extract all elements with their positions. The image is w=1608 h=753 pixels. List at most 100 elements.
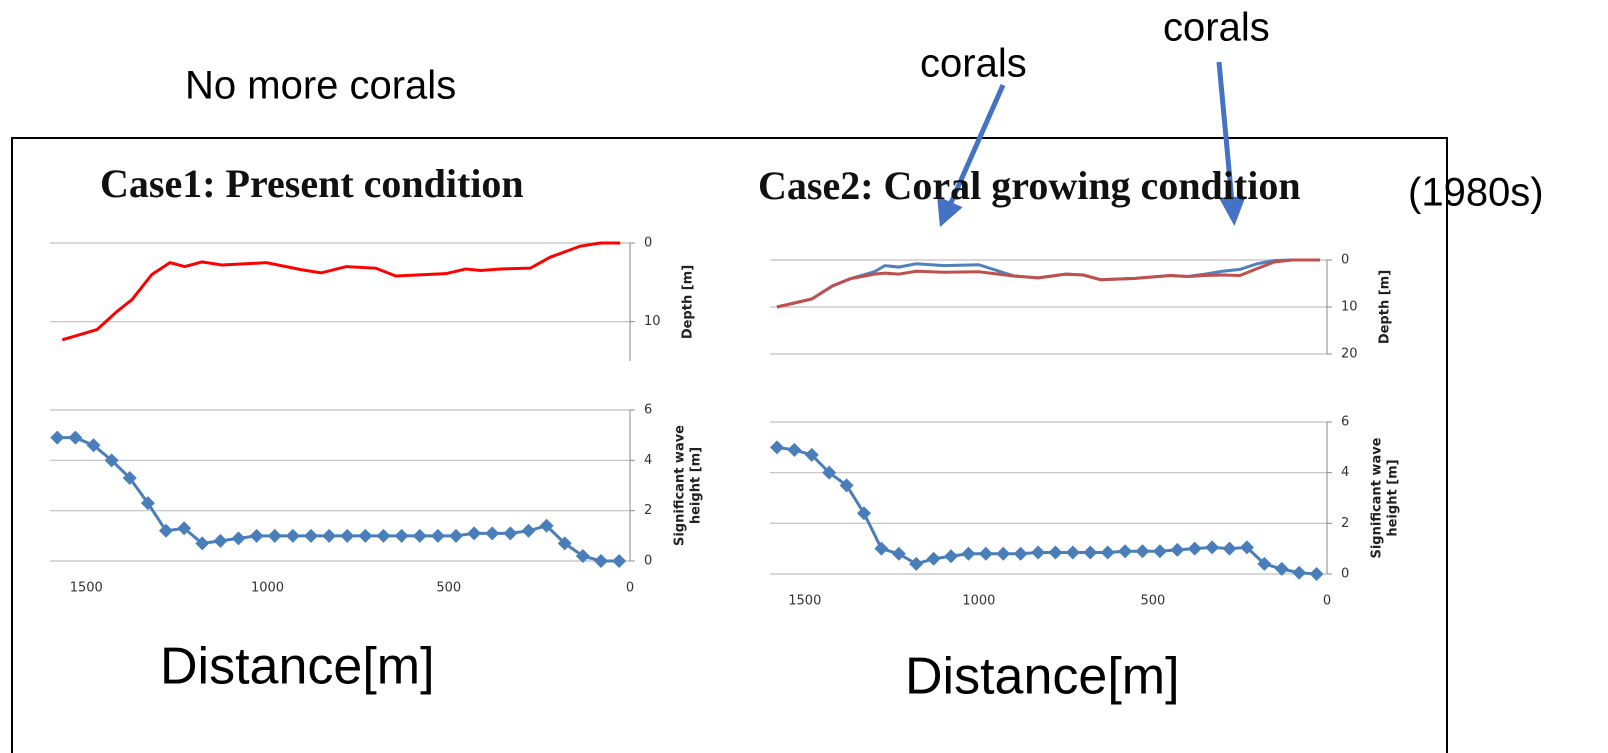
y-tick-label: 0 <box>644 554 652 569</box>
marker <box>804 447 819 462</box>
marker <box>978 546 993 561</box>
marker <box>394 528 409 543</box>
marker <box>1100 545 1115 560</box>
y-tick-label: 2 <box>644 503 652 518</box>
frame <box>11 137 1448 753</box>
marker <box>104 453 119 468</box>
marker <box>1031 545 1046 560</box>
marker <box>213 533 228 548</box>
marker <box>159 523 173 538</box>
arrow-head <box>1218 196 1246 226</box>
marker <box>1222 541 1237 556</box>
marker <box>140 496 155 511</box>
marker <box>839 478 854 493</box>
y-tick-label: 4 <box>644 453 652 468</box>
marker <box>1239 540 1254 555</box>
marker <box>594 554 608 568</box>
y-tick-label: 20 <box>1341 347 1358 362</box>
x-tick-label: 0 <box>626 581 634 596</box>
y-tick-label: 10 <box>644 314 661 329</box>
marker <box>1135 544 1150 559</box>
x-tick-label: 1500 <box>788 594 821 609</box>
y-axis-label: Depth [m] <box>681 265 696 339</box>
marker <box>1152 544 1167 559</box>
marker <box>557 536 572 551</box>
marker <box>822 465 837 480</box>
y-tick-label: 0 <box>1341 253 1349 268</box>
y-tick-label: 0 <box>1341 567 1349 582</box>
marker <box>249 528 264 543</box>
annotation: (1980s) <box>1408 171 1544 215</box>
marker <box>195 536 210 551</box>
marker <box>412 528 427 543</box>
marker <box>467 526 482 541</box>
marker <box>1187 541 1202 556</box>
annotation: No more corals <box>185 64 456 108</box>
marker <box>1205 540 1220 555</box>
y-tick-label: 0 <box>644 236 652 251</box>
marker <box>996 546 1011 561</box>
marker <box>1292 565 1307 580</box>
marker <box>856 506 871 521</box>
chart-title: Case1: Present condition <box>100 161 524 206</box>
y-axis-label: Depth [m] <box>1378 270 1393 344</box>
marker <box>376 528 391 543</box>
marker <box>86 438 101 453</box>
marker <box>961 546 976 561</box>
y-tick-label: 2 <box>1341 516 1349 531</box>
marker <box>485 526 500 541</box>
marker <box>358 528 373 543</box>
series-line <box>776 258 1321 309</box>
marker <box>503 526 518 541</box>
marker <box>50 430 65 445</box>
x-axis-label: Distance[m] <box>905 648 1180 706</box>
marker <box>521 523 536 538</box>
y-tick-label: 6 <box>1341 415 1349 430</box>
annotation: corals <box>1163 6 1270 50</box>
marker <box>1257 556 1272 571</box>
marker <box>1309 567 1324 581</box>
marker <box>285 528 300 543</box>
marker <box>1170 542 1185 557</box>
y-tick-label: 4 <box>1341 465 1349 480</box>
x-tick-label: 1500 <box>70 581 103 596</box>
series-line <box>776 445 1317 576</box>
series-line <box>57 436 620 563</box>
marker <box>944 549 959 564</box>
y-axis-label: height [m] <box>1386 459 1401 536</box>
marker <box>449 528 463 543</box>
x-tick-label: 500 <box>1141 594 1166 609</box>
x-axis-label: Distance[m] <box>160 638 435 696</box>
annotation: corals <box>920 42 1027 86</box>
marker <box>891 546 906 561</box>
series-line <box>776 258 1321 309</box>
marker <box>231 531 246 546</box>
marker <box>769 440 784 455</box>
marker <box>340 528 355 543</box>
marker <box>612 554 627 568</box>
marker <box>1048 545 1063 560</box>
marker <box>575 548 590 563</box>
marker <box>267 528 282 543</box>
y-tick-label: 10 <box>1341 300 1358 315</box>
marker <box>1065 545 1080 560</box>
marker <box>926 551 941 566</box>
marker <box>909 556 924 571</box>
y-axis-label: Significant wave <box>673 425 688 546</box>
marker <box>1118 544 1133 559</box>
marker <box>304 528 318 543</box>
arrow <box>1216 61 1235 203</box>
x-tick-label: 0 <box>1323 594 1331 609</box>
arrow-head <box>937 195 963 228</box>
marker <box>430 528 445 543</box>
y-axis-label: height [m] <box>689 447 704 524</box>
arrows <box>937 61 1246 228</box>
marker <box>68 430 83 445</box>
y-tick-label: 6 <box>644 403 652 418</box>
marker <box>1274 561 1289 576</box>
x-tick-label: 1000 <box>962 594 995 609</box>
marker <box>177 521 192 536</box>
marker <box>539 518 554 533</box>
arrow <box>947 83 1006 207</box>
